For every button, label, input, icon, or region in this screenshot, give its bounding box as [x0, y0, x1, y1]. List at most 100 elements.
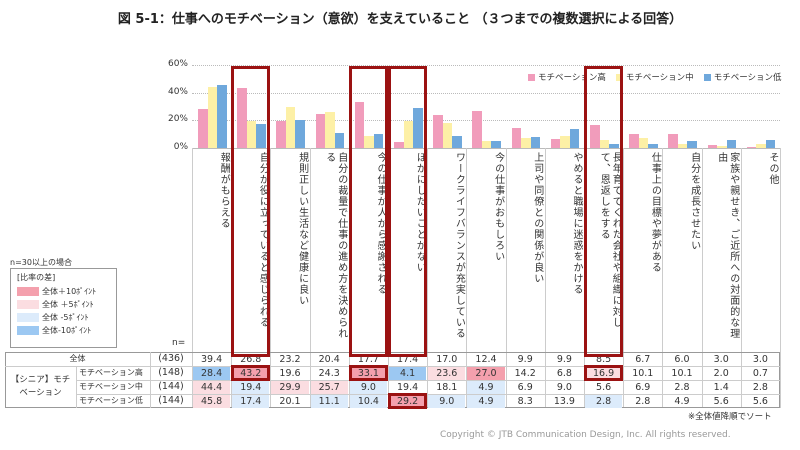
- column-separator: [270, 148, 272, 408]
- table-cell: 19.4: [397, 382, 419, 393]
- category-label: 報酬がもらえる: [218, 152, 230, 229]
- bar-high: [707, 145, 718, 148]
- bar-high: [668, 134, 678, 148]
- bar-high: [550, 138, 561, 148]
- bar-low: [726, 140, 737, 148]
- diff-legend-item: 全体 ＋5ﾎﾟｲﾝﾄ: [17, 299, 110, 310]
- table-cell: 25.7: [310, 381, 348, 394]
- table-cell: 6.8: [556, 368, 572, 379]
- table-cell: 23.6: [428, 367, 466, 380]
- table-cell: 2.8: [674, 382, 690, 393]
- table-cell: 8.5: [596, 354, 612, 365]
- table-cell: 11.1: [310, 395, 348, 408]
- legend-label: モチベーション低: [713, 73, 782, 83]
- bar-low: [765, 140, 776, 148]
- table-cell: 6.0: [674, 354, 690, 365]
- table-cell: 10.1: [632, 368, 654, 379]
- column-separator: [505, 148, 507, 408]
- category-label: 自分を成長させたい: [688, 152, 700, 251]
- bar-mid: [403, 121, 413, 148]
- table-cell: 19.4: [232, 381, 270, 394]
- sort-note: ※全体値降順でソート: [688, 412, 772, 422]
- bar-mid: [521, 138, 531, 148]
- bar-low: [413, 107, 423, 148]
- diff-label: 全体 -5ﾎﾟｲﾝﾄ: [42, 313, 89, 322]
- chart-legend: モチベーション高 モチベーション中 モチベーション低: [528, 71, 792, 83]
- table-cell: 13.9: [553, 396, 575, 407]
- bar-high: [198, 108, 208, 148]
- n-value: (144): [158, 381, 184, 392]
- column-separator: [701, 148, 703, 408]
- table-cell: 14.2: [514, 368, 536, 379]
- table-cell: 6.9: [517, 382, 533, 393]
- bar-high: [590, 124, 600, 148]
- legend-swatch: [703, 74, 711, 81]
- bar-low: [687, 141, 697, 148]
- table-cell: 4.9: [467, 381, 505, 394]
- table-cell: 24.3: [318, 368, 340, 379]
- diff-legend-title: [比率の差]: [17, 273, 56, 282]
- table-cell: 29.9: [271, 381, 309, 394]
- table-cell: 2.8: [752, 382, 768, 393]
- bar-high: [511, 128, 522, 148]
- table-cell: 0.7: [752, 368, 768, 379]
- highlight-cell-box: [584, 365, 624, 381]
- bar-high: [237, 88, 247, 148]
- bar-low: [530, 136, 541, 148]
- table-cell: 4.1: [389, 367, 427, 380]
- bar-mid: [285, 106, 296, 148]
- table-cell: 6.7: [635, 354, 651, 365]
- copyright: Copyright © JTB Communication Design, In…: [440, 430, 731, 440]
- gridline: [192, 65, 780, 66]
- table-cell: 27.0: [467, 367, 505, 380]
- table-cell: 19.6: [279, 368, 301, 379]
- table-cell: 45.8: [193, 395, 231, 408]
- column-separator: [466, 148, 468, 408]
- category-label: ほかにしたいことがない: [414, 152, 426, 273]
- table-cell: 29.2: [389, 395, 427, 408]
- column-separator: [662, 148, 664, 408]
- table-cell: 20.1: [279, 396, 301, 407]
- bar-high: [433, 115, 443, 148]
- category-label: やめると職場に迷惑をかける: [570, 152, 582, 295]
- bar-low: [609, 144, 619, 148]
- legend-item: モチベーション高: [528, 73, 606, 83]
- table-cell: 44.4: [193, 381, 231, 394]
- table-cell: 33.1: [349, 367, 387, 380]
- table-cell: 5.6: [713, 396, 729, 407]
- highlight-cell-box: [388, 393, 428, 409]
- bar-mid: [717, 146, 727, 148]
- category-label: 自分の裁量で仕事の進め方を決められる: [323, 152, 347, 339]
- table-cell: 2.8: [635, 396, 651, 407]
- table-cell: 3.0: [752, 354, 768, 365]
- bar-low: [334, 132, 345, 148]
- legend-label: モチベーション中: [625, 73, 694, 83]
- category-label: その他: [766, 152, 778, 185]
- bar-high: [746, 147, 757, 148]
- table-cell: 20.4: [318, 354, 340, 365]
- bar-high: [472, 110, 482, 148]
- diff-legend-item: 全体＋10ﾎﾟｲﾝﾄ: [17, 286, 110, 297]
- table-cell: 10.1: [671, 368, 693, 379]
- column-separator: [309, 148, 311, 408]
- category-label: ワークライフバランスが充実している: [453, 152, 465, 339]
- row-line: [76, 394, 780, 395]
- gridline: [192, 92, 780, 94]
- highlight-column-box: [231, 66, 271, 357]
- table-cell: 1.4: [713, 382, 729, 393]
- x-axis: [192, 148, 780, 149]
- table-cell: 23.2: [279, 354, 301, 365]
- bar-mid: [442, 122, 453, 148]
- group-label: 【シニア】モチベーション: [10, 375, 71, 398]
- table-cell: 17.4: [397, 354, 419, 365]
- legend-item: モチベーション低: [703, 73, 782, 83]
- table-cell: 2.0: [713, 368, 729, 379]
- table-cell: 10.4: [349, 395, 387, 408]
- table-cell: 28.4: [193, 367, 231, 380]
- y-tick-label: 40%: [167, 86, 188, 97]
- row-line: [5, 366, 780, 367]
- bar-mid: [756, 144, 766, 148]
- column-separator: [427, 148, 429, 408]
- diff-legend-item: 全体-10ﾎﾟｲﾝﾄ: [17, 325, 110, 336]
